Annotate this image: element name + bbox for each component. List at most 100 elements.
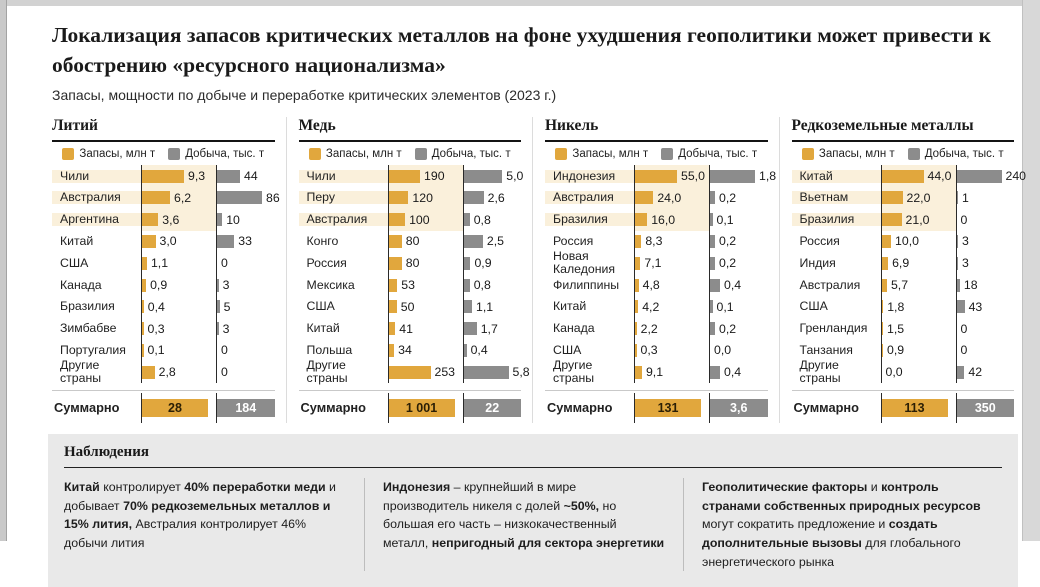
panel-title: Медь — [299, 117, 522, 142]
production-cell: 0,1 — [709, 209, 768, 231]
reserves-cell: 0,1 — [141, 340, 216, 362]
production-bar — [710, 366, 720, 379]
legend-reserves-label: Запасы, млн т — [819, 148, 895, 160]
reserves-bar — [142, 366, 155, 379]
observation-text: и — [867, 480, 881, 494]
reserves-bar — [389, 213, 406, 226]
summary-label: Суммарно — [52, 401, 141, 414]
reserves-bar — [882, 191, 903, 204]
production-value: 0 — [221, 365, 228, 379]
reserves-value: 41 — [399, 322, 413, 336]
reserves-cell: 24,0 — [634, 187, 709, 209]
production-swatch — [908, 148, 920, 160]
reserves-cell: 7,1 — [634, 252, 709, 274]
production-bar — [464, 213, 470, 226]
reserves-value: 1,8 — [887, 300, 904, 314]
country-label: Австралия — [299, 213, 388, 226]
production-bar — [957, 191, 959, 204]
reserves-value: 0,3 — [148, 322, 165, 336]
reserves-value: 0,9 — [887, 343, 904, 357]
reserves-cell: 41 — [388, 318, 463, 340]
summary-reserves-bar: 113 — [882, 399, 948, 417]
reserves-bar — [389, 235, 402, 248]
production-value: 0 — [961, 322, 968, 336]
production-cell: 0,0 — [709, 340, 768, 362]
summary-production-cell: 3,6 — [709, 393, 768, 423]
observation-bold-text: ~50%, — [564, 499, 599, 513]
country-label: Индонезия — [545, 170, 634, 183]
reserves-cell: 55,0 — [634, 165, 709, 187]
production-value: 0,2 — [719, 234, 736, 248]
reserves-cell: 4,8 — [634, 274, 709, 296]
country-label: Бразилия — [52, 300, 141, 313]
reserves-value: 9,1 — [646, 365, 663, 379]
reserves-cell: 6,9 — [881, 252, 956, 274]
production-cell: 0 — [216, 340, 275, 362]
production-bar — [217, 322, 219, 335]
production-cell: 0,4 — [709, 361, 768, 383]
country-label: Новая Каледония — [545, 250, 634, 276]
reserves-bar — [389, 170, 421, 183]
observation-bold-text: 40% переработки меди — [184, 480, 325, 494]
reserves-cell: 8,3 — [634, 231, 709, 253]
legend-production-label: Добыча, тыс. т — [432, 148, 511, 160]
reserves-swatch — [555, 148, 567, 160]
production-value: 33 — [238, 234, 252, 248]
summary-reserves-cell: 1 001 — [388, 393, 463, 423]
production-cell: 0,1 — [709, 296, 768, 318]
production-value: 0,0 — [714, 343, 731, 357]
production-value: 3 — [962, 256, 969, 270]
production-bar — [710, 279, 720, 292]
production-swatch — [415, 148, 427, 160]
observation-bold-text: Индонезия — [383, 480, 450, 494]
legend-item: Запасы, млн т — [555, 148, 648, 160]
reserves-value: 21,0 — [906, 213, 930, 227]
reserves-cell: 120 — [388, 187, 463, 209]
reserves-value: 2,2 — [641, 322, 658, 336]
reserves-cell: 0,4 — [141, 296, 216, 318]
observation-item-2: Индонезия – крупнейший в мире производит… — [364, 478, 683, 571]
production-value: 44 — [244, 169, 258, 183]
observation-bold-text: непригодный для сектора энергетики — [432, 536, 664, 550]
reserves-value: 3,0 — [160, 234, 177, 248]
reserves-value: 190 — [424, 169, 445, 183]
reserves-value: 80 — [406, 234, 420, 248]
production-bar — [464, 191, 484, 204]
country-label: Аргентина — [52, 213, 141, 226]
production-cell: 3 — [956, 252, 1015, 274]
legend-production-label: Добыча, тыс. т — [185, 148, 264, 160]
observations-title: Наблюдения — [64, 444, 1002, 468]
reserves-cell: 3,6 — [141, 209, 216, 231]
country-label: Польша — [299, 344, 388, 357]
production-cell: 1,7 — [463, 318, 522, 340]
production-value: 0,1 — [717, 300, 734, 314]
reserves-swatch — [309, 148, 321, 160]
production-bar — [464, 279, 470, 292]
reserves-cell: 9,1 — [634, 361, 709, 383]
summary-reserves-cell: 131 — [634, 393, 709, 423]
country-label: Другие страны — [299, 359, 388, 385]
production-bar — [710, 300, 713, 313]
reserves-cell: 50 — [388, 296, 463, 318]
reserves-value: 3,6 — [162, 213, 179, 227]
country-label: США — [299, 300, 388, 313]
legend-production-label: Добыча, тыс. т — [678, 148, 757, 160]
reserves-cell: 100 — [388, 209, 463, 231]
observation-text: контролирует — [100, 480, 184, 494]
production-bar — [217, 300, 220, 313]
reserves-bar — [882, 213, 902, 226]
production-value: 0,2 — [719, 322, 736, 336]
reserves-value: 4,8 — [643, 278, 660, 292]
reserves-value: 9,3 — [188, 169, 205, 183]
production-cell: 2,5 — [463, 231, 522, 253]
